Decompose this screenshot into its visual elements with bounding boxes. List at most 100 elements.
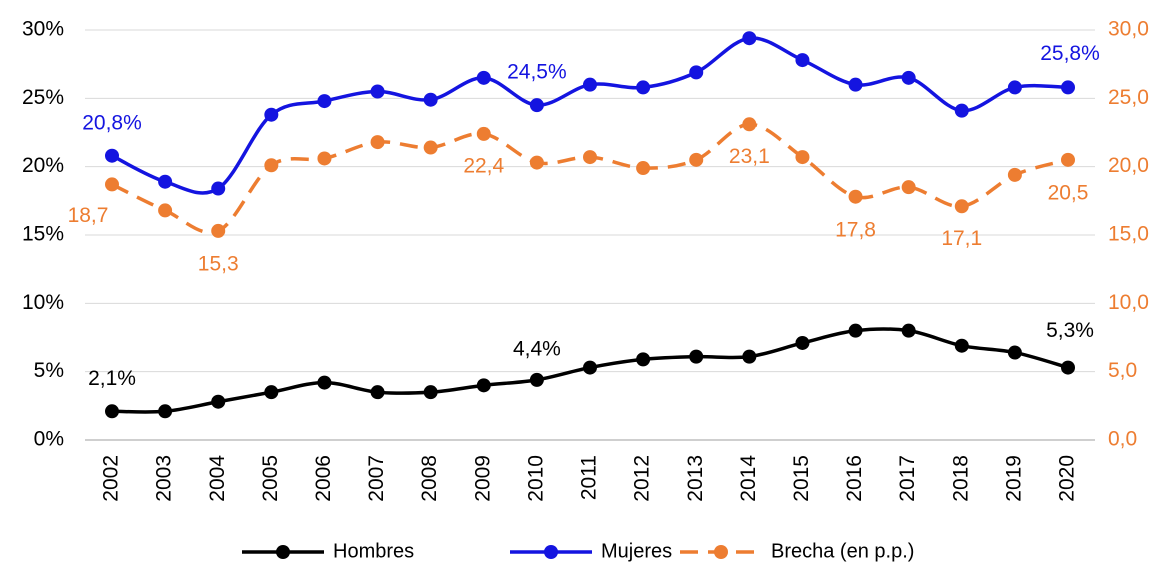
data-point: [423, 140, 438, 155]
data-point: [848, 77, 863, 92]
data-point: [264, 158, 279, 173]
x-tick-label: 2013: [684, 455, 707, 502]
y-tick-label: 25%: [22, 86, 64, 109]
data-point: [636, 80, 651, 95]
y-tick-label: 20%: [22, 154, 64, 177]
x-tick-label: 2017: [896, 455, 919, 502]
legend-label: Mujeres: [601, 540, 672, 562]
y-tick-label: 5%: [34, 359, 64, 382]
data-label: 20,8%: [82, 111, 142, 134]
x-tick-label: 2010: [524, 455, 547, 502]
data-label: 18,7: [68, 204, 109, 227]
data-point: [476, 70, 491, 85]
data-point: [689, 65, 704, 80]
data-point: [211, 181, 226, 196]
data-point: [105, 148, 119, 163]
data-label: 20,5: [1048, 181, 1089, 204]
series-line: [111, 122, 1069, 235]
data-point: [264, 385, 279, 400]
data-point: [954, 199, 969, 214]
data-point: [742, 349, 757, 364]
x-tick-label: 2004: [206, 455, 229, 502]
data-point: [317, 151, 332, 166]
data-point: [211, 394, 226, 409]
y-tick-label: 15%: [22, 223, 64, 246]
data-point: [689, 349, 704, 364]
x-tick-label: 2018: [949, 455, 972, 502]
data-point: [954, 103, 969, 118]
y2-tick-label: 5,0: [1108, 359, 1137, 382]
data-point: [795, 335, 810, 350]
data-point: [1061, 360, 1075, 375]
data-point: [1007, 167, 1022, 182]
data-point: [1061, 152, 1075, 167]
legend-marker: [276, 545, 290, 559]
x-tick-label: 2012: [631, 455, 654, 502]
legend-marker: [544, 545, 558, 559]
data-point: [901, 180, 916, 195]
data-point: [1007, 345, 1022, 360]
data-point: [742, 31, 757, 46]
x-tick-label: 2008: [418, 455, 441, 502]
data-point: [317, 375, 332, 390]
data-point: [423, 92, 438, 107]
legend-label: Hombres: [333, 540, 414, 562]
data-point: [583, 150, 597, 165]
x-tick-label: 2019: [1002, 455, 1025, 502]
data-label: 2,1%: [88, 367, 136, 390]
data-point: [901, 323, 916, 338]
legend-label: Brecha (en p.p.): [771, 540, 914, 562]
x-tick-label: 2006: [312, 455, 335, 502]
x-tick-label: 2011: [578, 455, 601, 500]
data-point: [1061, 80, 1075, 95]
data-point: [105, 177, 119, 192]
data-point: [158, 404, 173, 419]
data-point: [742, 117, 757, 132]
x-tick-label: 2009: [471, 455, 494, 502]
data-point: [636, 352, 651, 367]
data-point: [848, 323, 863, 338]
y2-tick-label: 20,0: [1108, 154, 1149, 177]
data-point: [158, 203, 173, 218]
x-tick-label: 2007: [365, 455, 388, 502]
data-point: [583, 77, 597, 92]
data-point: [901, 70, 916, 85]
data-point: [529, 372, 544, 387]
y2-tick-label: 25,0: [1108, 86, 1149, 109]
data-label: 17,8: [835, 218, 876, 241]
data-label: 25,8%: [1040, 42, 1100, 65]
data-label: 23,1: [729, 145, 770, 168]
data-point: [529, 155, 544, 170]
y-tick-label: 0%: [34, 428, 64, 451]
data-point: [795, 53, 810, 68]
y2-tick-label: 15,0: [1108, 223, 1149, 246]
data-point: [105, 404, 119, 419]
x-tick-label: 2002: [100, 455, 123, 502]
data-point: [529, 98, 544, 113]
x-tick-label: 2015: [790, 455, 813, 502]
data-point: [264, 107, 279, 122]
data-point: [211, 223, 226, 238]
data-point: [317, 94, 332, 109]
data-point: [689, 152, 704, 167]
data-point: [583, 360, 597, 375]
data-point: [476, 378, 491, 393]
y-tick-label: 10%: [22, 291, 64, 314]
data-label: 22,4: [463, 154, 504, 177]
legend-marker: [714, 545, 728, 559]
data-point: [370, 385, 385, 400]
y2-tick-label: 0,0: [1108, 428, 1137, 451]
data-point: [1007, 80, 1022, 95]
data-label: 17,1: [941, 227, 982, 250]
series-line: [111, 36, 1069, 195]
x-tick-label: 2020: [1056, 455, 1079, 502]
data-point: [476, 126, 491, 141]
data-point: [848, 189, 863, 204]
data-point: [158, 174, 173, 189]
data-point: [954, 338, 969, 353]
y-tick-label: 30%: [22, 18, 64, 41]
data-label: 4,4%: [513, 337, 561, 360]
y2-tick-label: 10,0: [1108, 291, 1149, 314]
data-point: [423, 385, 438, 400]
data-point: [795, 150, 810, 165]
